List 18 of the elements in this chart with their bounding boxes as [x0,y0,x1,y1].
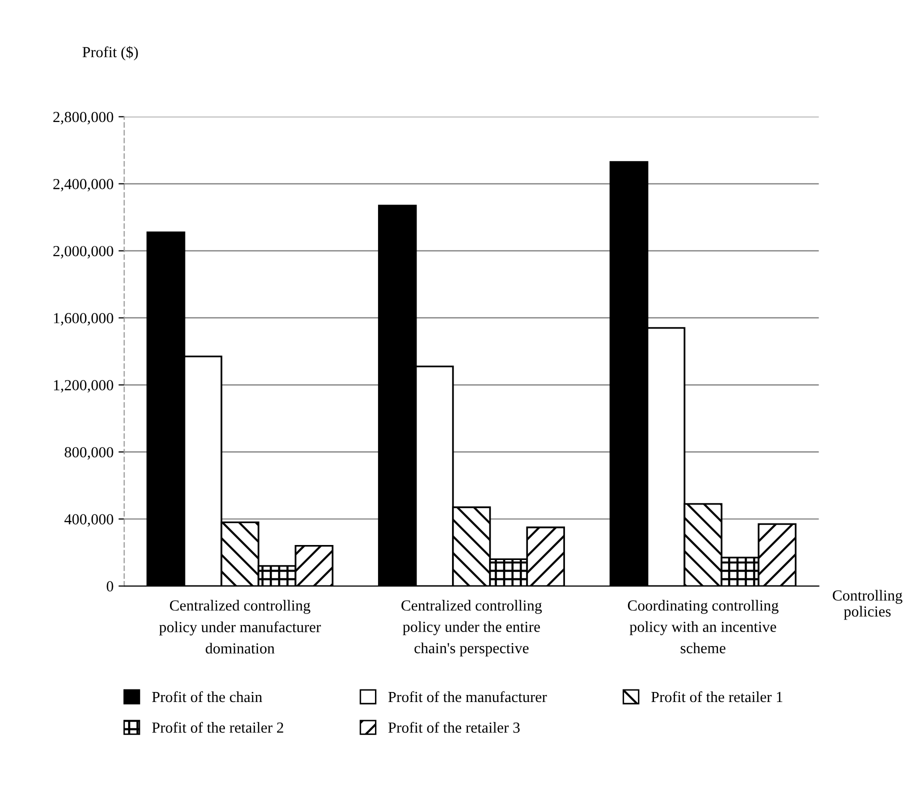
y-axis-title: Profit ($) [82,46,138,60]
x-tick-label: Centralized controlling policy under manufacturer domination [159,600,321,654]
x-tick-label: Centralized controlling policy under the entire chain's perspective [401,600,542,656]
x-axis-title: Controlling policies [832,590,902,620]
legend-label: Profit of the retailer 3 [388,722,520,733]
y-tick-label: 1,600,000 [54,313,114,326]
legend-label: Profit of the chain [152,691,262,702]
legend-label: Profit of the manufacturer [388,691,547,702]
y-tick-label: 0 [106,581,114,592]
x-tick-label: Coordinating controlling policy with an incentive scheme [628,600,778,654]
y-tick-label: 400,000 [64,514,114,527]
y-tick-label: 800,000 [64,447,114,460]
y-tick-label: 2,800,000 [53,112,114,124]
y-tick-label: 2,000,000 [53,246,114,258]
y-tick-label: 1,200,000 [54,380,114,393]
legend-label: Profit of the retailer 2 [152,722,284,733]
y-tick-label: 2,400,000 [53,178,114,192]
legend-label: Profit of the retailer 1 [651,691,782,702]
